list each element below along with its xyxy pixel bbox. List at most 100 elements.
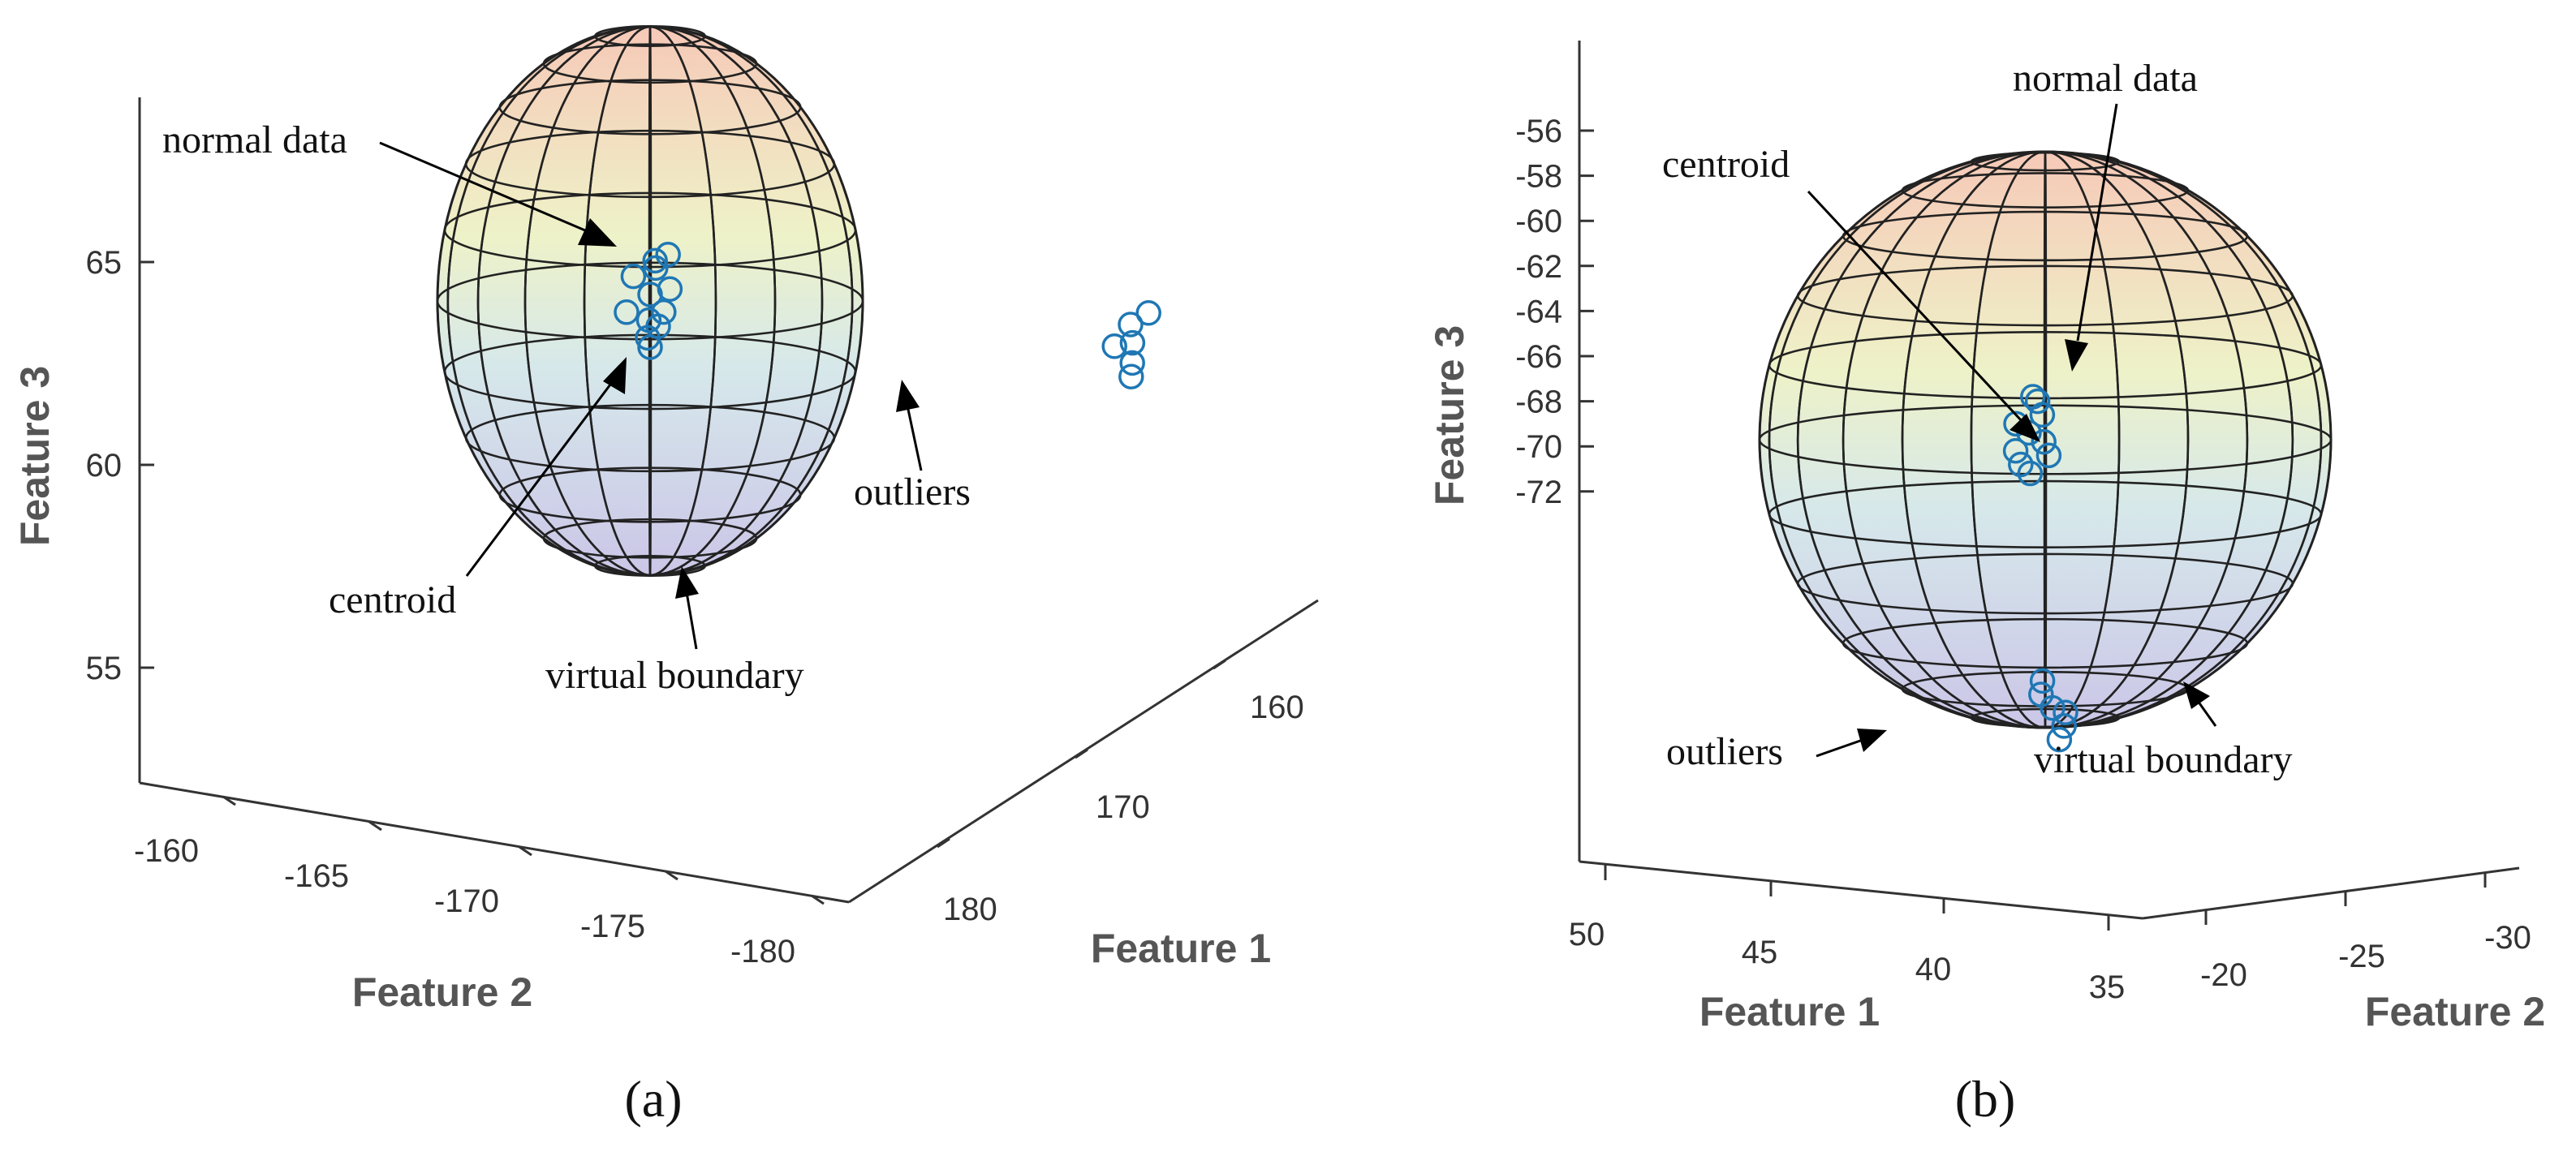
panel-a-y-tick-mark xyxy=(811,894,825,905)
outlier-point xyxy=(2029,668,2056,694)
normal-data-point xyxy=(642,247,668,274)
panel-a-arrowhead xyxy=(603,357,627,394)
panel-a-y-tick-mark xyxy=(665,870,678,881)
panel-a-z-tick-label: 55 xyxy=(86,651,123,686)
panel-b-y-tick-label: -25 xyxy=(2338,939,2385,974)
panel-a-y-axis-title: Feature 2 xyxy=(352,969,532,1015)
panel-b-annotation-virtual-boundary: virtual boundary xyxy=(2034,738,2293,781)
panel-b-chart: -56-58-60-62-64-66-68-70-72 50 45 40 35 … xyxy=(1427,41,2545,1128)
outlier-point xyxy=(1118,363,1144,389)
panel-b-annotation-normal-data: normal data xyxy=(2013,57,2198,100)
panel-a-x-tick-mark xyxy=(1213,659,1226,670)
panel-b-arrow xyxy=(1816,738,1863,758)
panel-a-x-axis-title: Feature 1 xyxy=(1091,926,1271,971)
panel-b-z-ticks: -56 -58 -60 -62 -64 -66 -68 -70 -72 xyxy=(1515,114,1594,510)
panel-b-y-axis-title: Feature 2 xyxy=(2365,989,2545,1034)
panel-b-x-tick-label: 45 xyxy=(1742,935,1778,970)
panel-a-y-tick-label: -165 xyxy=(284,858,349,894)
panel-a-x-tick-mark xyxy=(937,837,950,849)
panel-a-chart: 65 60 55 -160 -165 -170 -175 -180 160 17… xyxy=(12,25,1319,1128)
panel-b-annotation-outliers: outliers xyxy=(1666,730,1783,773)
panel-b-arrowhead xyxy=(2065,339,2088,372)
panel-a-annotation-centroid: centroid xyxy=(329,578,456,621)
panel-a-arrow xyxy=(906,405,923,471)
normal-data-point xyxy=(2020,384,2046,410)
panel-a-annotation-normal-data: normal data xyxy=(162,118,347,161)
normal-data-point xyxy=(2035,442,2062,469)
panel-a-y-tick-mark xyxy=(519,845,532,857)
outlier-point xyxy=(2053,699,2078,725)
panel-b-x-axis-title: Feature 1 xyxy=(1699,989,1880,1034)
normal-data-point xyxy=(637,334,663,360)
panel-a-z-tick-label: 60 xyxy=(86,448,123,484)
panel-a-y-axis-line xyxy=(139,781,850,904)
panel-b-z-tick-label: -56 xyxy=(1515,114,1562,149)
panel-b-z-tick-label: -64 xyxy=(1515,294,1562,329)
normal-data-point xyxy=(620,263,647,290)
panel-b-x-tick-label: 50 xyxy=(1569,917,1605,952)
panel-a-y-tick-mark xyxy=(222,795,236,806)
panel-b-arrowhead xyxy=(1857,729,1887,752)
panel-b-arrowhead xyxy=(2183,681,2210,709)
outlier-point xyxy=(2051,713,2077,739)
panel-b-arrow xyxy=(1807,190,2024,423)
panel-b-z-tick-label: -72 xyxy=(1515,475,1562,510)
sphere-longitude-line xyxy=(446,25,854,577)
panel-a-arrow xyxy=(465,380,614,577)
outlier-point xyxy=(1135,300,1161,326)
panel-a-y-tick-label: -170 xyxy=(434,883,499,919)
panel-b-y-tick-label: -30 xyxy=(2484,920,2531,956)
panel-a-arrow xyxy=(379,141,597,237)
panel-a-y-tick-mark xyxy=(368,820,382,832)
panel-b-y-axis-line xyxy=(2142,866,2520,920)
panel-b-y-tick-label: -20 xyxy=(2200,957,2247,993)
outlier-point xyxy=(1119,350,1145,376)
outlier-point xyxy=(1101,333,1127,359)
sphere-longitude-line xyxy=(1768,150,2323,729)
normal-data-point xyxy=(2024,388,2051,415)
panel-a-arrowhead xyxy=(578,218,617,247)
panel-a-x-tick-label: 170 xyxy=(1096,789,1150,825)
sphere-longitude-line xyxy=(648,25,653,577)
outlier-point xyxy=(1119,329,1146,356)
normal-data-point xyxy=(614,299,640,325)
normal-data-point xyxy=(2008,451,2034,478)
normal-data-point xyxy=(2017,460,2044,487)
normal-data-point xyxy=(2031,428,2057,455)
panel-a-y-tick-label: -160 xyxy=(134,833,199,869)
panel-b-z-tick-label: -66 xyxy=(1515,339,1562,375)
panel-b-x-tick-label: 40 xyxy=(1915,952,1952,987)
panel-b-caption: (b) xyxy=(1955,1070,2016,1128)
panel-a-arrow xyxy=(685,591,698,650)
panel-b-arrow xyxy=(2196,700,2217,727)
panel-b-z-tick-label: -58 xyxy=(1515,159,1562,195)
panel-a-y-tick-label: -175 xyxy=(580,909,645,944)
panel-b-sphere-mesh xyxy=(1758,150,2333,729)
normal-data-point xyxy=(657,276,683,302)
panel-a-z-axis-title: Feature 3 xyxy=(12,366,58,546)
panel-a-arrowhead xyxy=(675,566,699,599)
outlier-point xyxy=(2046,726,2073,753)
outlier-point xyxy=(2028,681,2054,707)
normal-data-point xyxy=(655,242,681,268)
panel-b-arrowhead xyxy=(2010,414,2040,442)
panel-b-annotation-centroid: centroid xyxy=(1662,143,1790,186)
panel-a-caption: (a) xyxy=(624,1070,682,1128)
panel-b-x-axis-line xyxy=(1579,860,2143,920)
outlier-point xyxy=(1118,312,1144,337)
normal-data-point xyxy=(635,307,662,333)
panel-a-x-tick-label: 160 xyxy=(1250,690,1304,725)
panel-a-annotation-outliers: outliers xyxy=(854,471,971,514)
panel-a-arrowhead xyxy=(896,380,920,412)
panel-a-z-tick-label: 65 xyxy=(86,245,123,281)
panel-a-x-tick-mark xyxy=(1075,748,1088,759)
panel-a-x-tick-label: 180 xyxy=(943,892,997,927)
panel-a-scatter-points xyxy=(614,242,1161,389)
panel-b-z-axis-title: Feature 3 xyxy=(1427,325,1472,505)
panel-b-z-tick-label: -60 xyxy=(1515,204,1562,239)
normal-data-point xyxy=(2002,438,2029,464)
panel-a-y-tick-label: -180 xyxy=(730,934,795,969)
panel-b-z-tick-label: -62 xyxy=(1515,249,1562,285)
panel-a-annotation-virtual-boundary: virtual boundary xyxy=(545,654,804,697)
